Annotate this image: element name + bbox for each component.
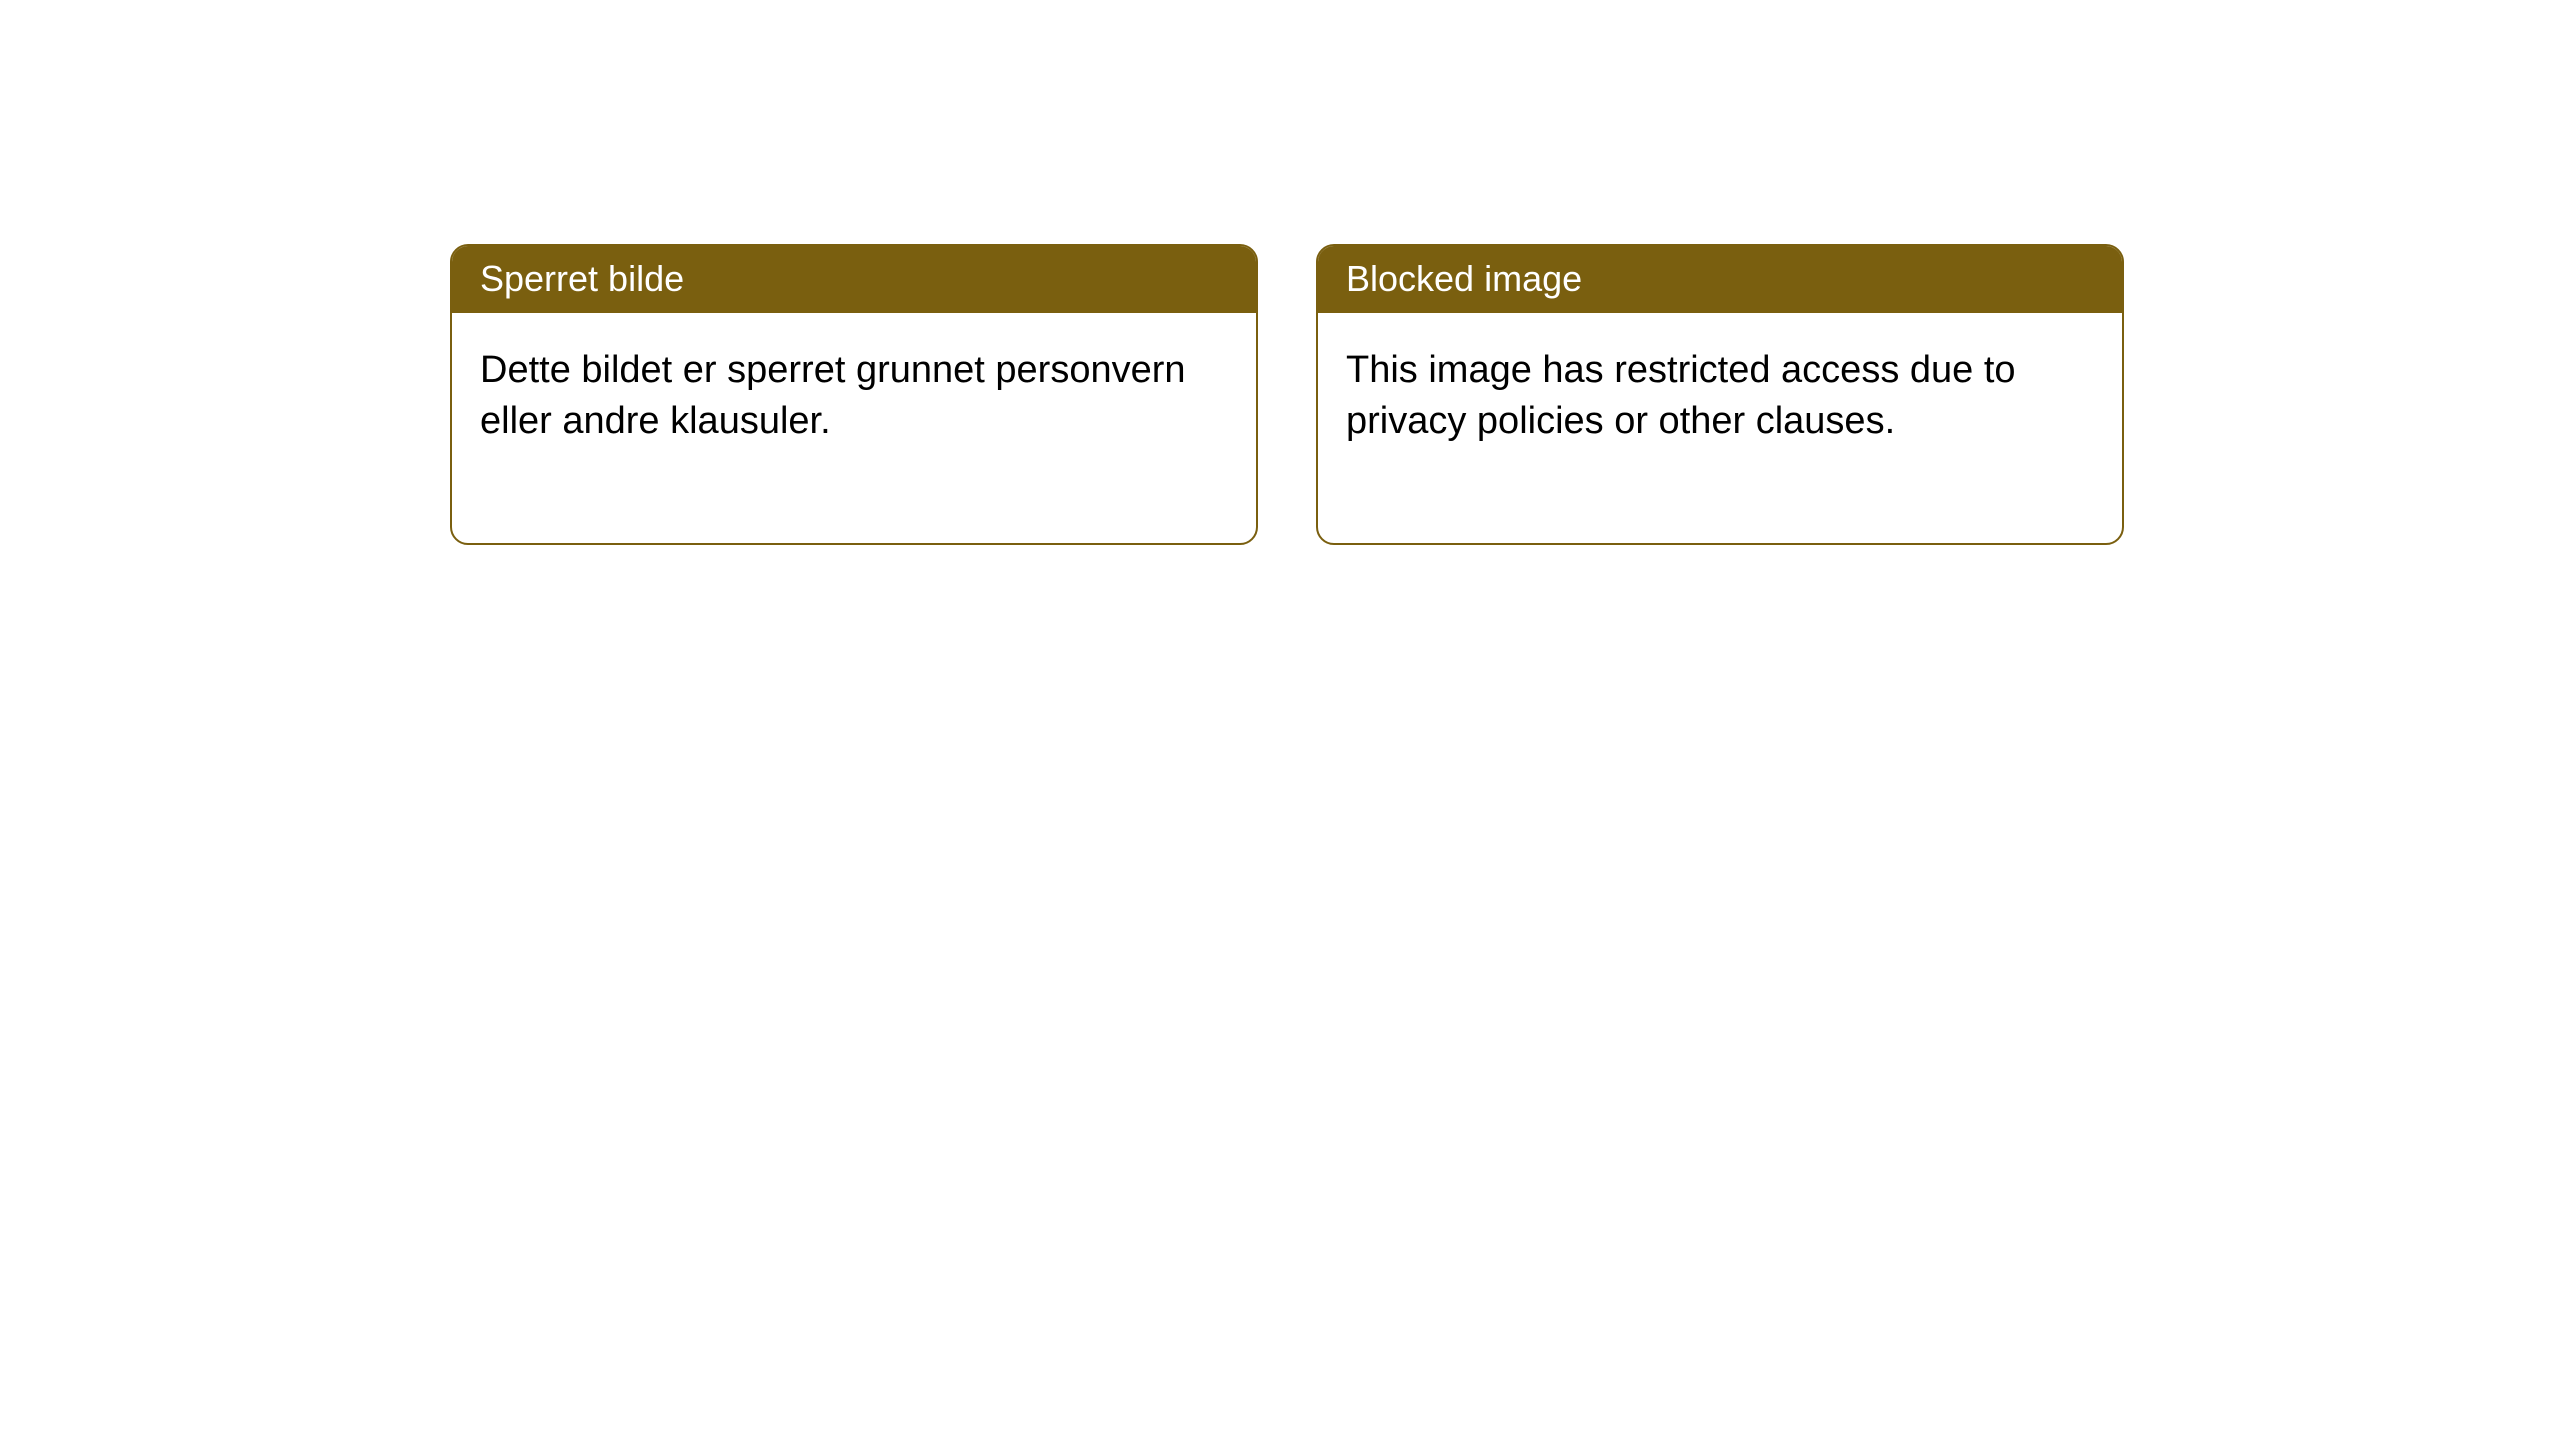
- notice-body: This image has restricted access due to …: [1318, 313, 2122, 543]
- notice-container: Sperret bilde Dette bildet er sperret gr…: [0, 0, 2560, 545]
- notice-body: Dette bildet er sperret grunnet personve…: [452, 313, 1256, 543]
- notice-header: Sperret bilde: [452, 246, 1256, 313]
- notice-card-norwegian: Sperret bilde Dette bildet er sperret gr…: [450, 244, 1258, 545]
- notice-header: Blocked image: [1318, 246, 2122, 313]
- notice-card-english: Blocked image This image has restricted …: [1316, 244, 2124, 545]
